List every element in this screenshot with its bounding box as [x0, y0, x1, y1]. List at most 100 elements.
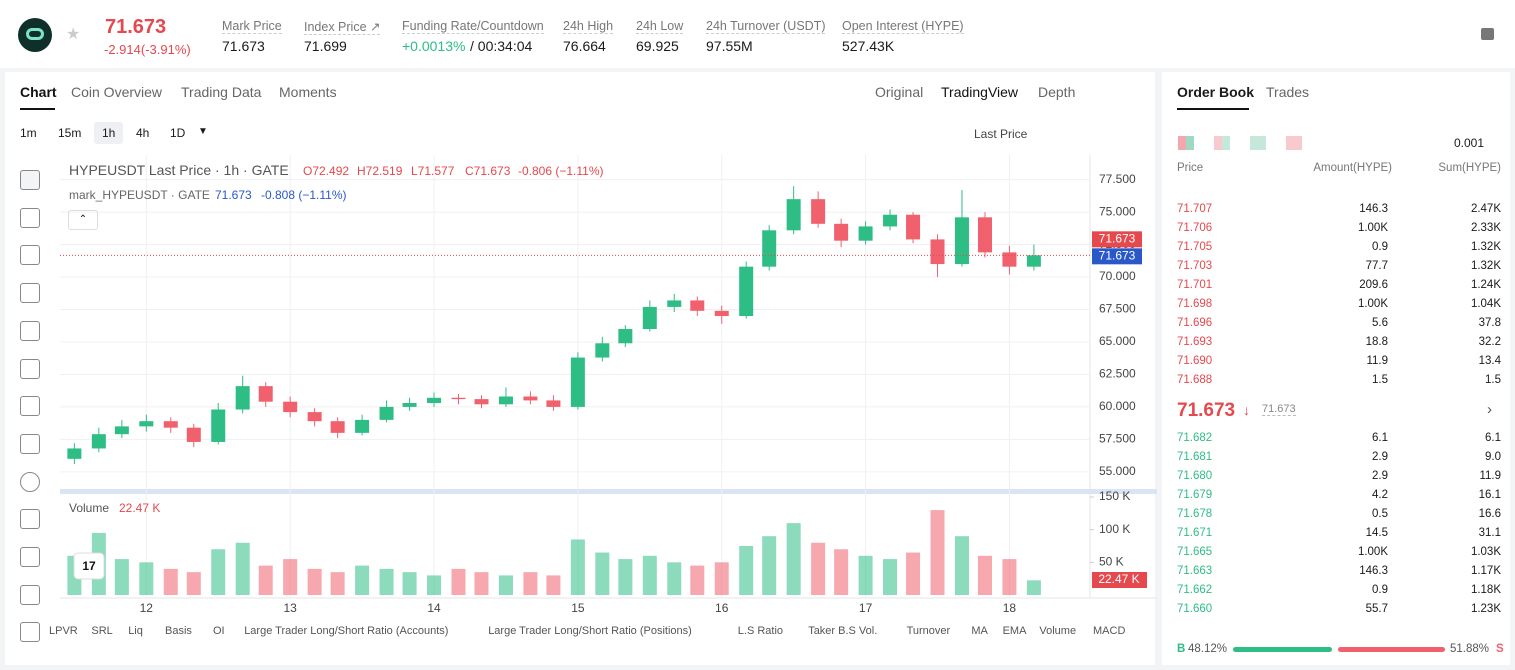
indicator[interactable]: Large Trader Long/Short Ratio (Positions…	[488, 625, 692, 637]
ob-tab[interactable]: Trades	[1266, 84, 1310, 100]
stat-label: Index Price ↗	[304, 20, 381, 35]
chart-tab[interactable]: Trading Data	[181, 84, 262, 100]
mid-arrow: ↓	[1243, 402, 1250, 418]
indicator[interactable]: OI	[213, 625, 225, 637]
ob-amount: 2.9	[1372, 451, 1388, 463]
tool-icon[interactable]	[20, 547, 40, 567]
tool-icon[interactable]	[20, 396, 40, 417]
legend-symbol: HYPEUSDT Last Price · 1h · GATE	[69, 162, 289, 178]
stat-value: 71.699	[304, 38, 347, 54]
indicator[interactable]: LPVR	[49, 625, 78, 637]
favorite-star[interactable]: ★	[66, 26, 81, 43]
precision[interactable]: 0.001	[1454, 136, 1485, 150]
tool-icon[interactable]	[20, 245, 40, 266]
indicator[interactable]: MACD	[1093, 625, 1126, 637]
ob-price[interactable]: 71.665	[1177, 546, 1213, 558]
dropdown-arrow[interactable]: ▼	[198, 126, 208, 137]
timeframe[interactable]: 1m	[20, 126, 37, 140]
stat-label: 24h Low	[636, 19, 684, 34]
ob-price[interactable]: 71.703	[1177, 260, 1213, 272]
ob-price[interactable]: 71.671	[1177, 527, 1213, 539]
ob-price[interactable]: 71.681	[1177, 451, 1213, 463]
ob-view-bids[interactable]	[1250, 136, 1266, 150]
indicator[interactable]: Large Trader Long/Short Ratio (Accounts)	[244, 625, 449, 637]
timeframe[interactable]: 1D	[170, 126, 186, 140]
indicator[interactable]: Taker B.S Vol.	[808, 625, 878, 637]
ob-price[interactable]: 71.698	[1177, 298, 1213, 310]
ob-price[interactable]: 71.682	[1177, 432, 1213, 444]
ob-tab[interactable]: Order Book	[1177, 84, 1255, 100]
ob-price[interactable]: 71.706	[1177, 222, 1213, 234]
view-tab[interactable]: Original	[875, 84, 924, 100]
view-tab[interactable]: Depth	[1038, 84, 1076, 100]
tool-icon[interactable]	[20, 358, 40, 379]
tool-icon[interactable]	[20, 622, 40, 643]
ob-view-bids[interactable]	[1214, 136, 1230, 150]
ob-price[interactable]: 71.693	[1177, 336, 1213, 348]
ob-price[interactable]: 71.662	[1177, 584, 1213, 596]
ob-price[interactable]: 71.678	[1177, 508, 1213, 520]
tool-icon[interactable]	[20, 471, 40, 492]
indicator[interactable]: EMA	[1002, 625, 1027, 637]
buy-letter: B	[1177, 643, 1186, 655]
tool-icon[interactable]	[20, 509, 40, 530]
ob-sum: 2.33K	[1470, 222, 1501, 234]
ob-price[interactable]: 71.688	[1177, 374, 1213, 386]
indicator[interactable]: L.S Ratio	[737, 625, 784, 637]
ob-view-asks[interactable]	[1286, 136, 1302, 150]
tool-icon[interactable]	[20, 584, 40, 605]
stat-label: Mark Price	[222, 19, 282, 34]
tool-icon[interactable]	[20, 433, 40, 454]
indicator[interactable]: Basis	[165, 625, 192, 637]
ob-sum: 6.1	[1485, 432, 1501, 444]
timeframe[interactable]: 1h	[94, 122, 124, 144]
ob-sum: 16.6	[1478, 508, 1501, 520]
ob-price[interactable]: 71.663	[1177, 565, 1213, 577]
indicator[interactable]: Liq	[128, 625, 143, 637]
mid-chevron[interactable]: ›	[1487, 401, 1492, 418]
ob-price[interactable]: 71.660	[1177, 603, 1213, 615]
tool-icon[interactable]	[20, 170, 40, 190]
ob-price[interactable]: 71.680	[1177, 470, 1213, 482]
ob-amount: 0.9	[1372, 241, 1388, 253]
tool-icon[interactable]	[20, 283, 40, 304]
indicator[interactable]: SRL	[91, 625, 113, 637]
indicator[interactable]: Turnover	[906, 625, 951, 637]
ob-price[interactable]: 71.707	[1177, 203, 1213, 215]
ob-amount: 0.5	[1372, 508, 1388, 520]
price-source[interactable]: Last Price	[974, 127, 1028, 141]
ob-price[interactable]: 71.701	[1177, 279, 1213, 291]
ob-price[interactable]: 71.679	[1177, 489, 1213, 501]
timeframe[interactable]: 4h	[136, 126, 150, 140]
ob-amount: 6.1	[1372, 432, 1388, 444]
ob-amount: 55.7	[1365, 603, 1388, 615]
settings-icon[interactable]	[1481, 28, 1494, 40]
ob-sum: 9.0	[1485, 451, 1501, 463]
chart-tab[interactable]: Moments	[279, 84, 337, 100]
ob-sum: 13.4	[1478, 355, 1501, 367]
tool-icon[interactable]	[20, 207, 40, 228]
stat-label: 24h Turnover (USDT)	[706, 19, 826, 34]
ob-price[interactable]: 71.690	[1177, 355, 1213, 367]
col-header: Sum(HYPE)	[1438, 162, 1501, 174]
timeframe[interactable]: 15m	[58, 126, 82, 140]
ob-amount: 1.00K	[1357, 222, 1388, 234]
logo	[18, 18, 52, 52]
mid-mark: 71.673	[1262, 403, 1296, 416]
tool-icon[interactable]	[20, 320, 40, 341]
legend-mark: mark_HYPEUSDT · GATE	[69, 188, 210, 202]
chart-tab[interactable]: Coin Overview	[71, 84, 163, 100]
ob-price[interactable]: 71.696	[1177, 317, 1213, 329]
ob-view-mix[interactable]	[1178, 136, 1194, 150]
col-header: Amount(HYPE)	[1313, 162, 1392, 174]
collapse-btn[interactable]: ⌃	[68, 210, 98, 230]
indicator[interactable]: MA	[971, 625, 988, 637]
legend-close: C71.673	[465, 164, 511, 178]
ob-price[interactable]: 71.705	[1177, 241, 1213, 253]
view-tab[interactable]: TradingView	[941, 84, 1019, 100]
ob-amount: 18.8	[1365, 336, 1388, 348]
stat-value: +0.0013%	[402, 38, 466, 54]
chart-tab[interactable]: Chart	[20, 84, 57, 100]
indicator[interactable]: Volume	[1039, 625, 1077, 637]
